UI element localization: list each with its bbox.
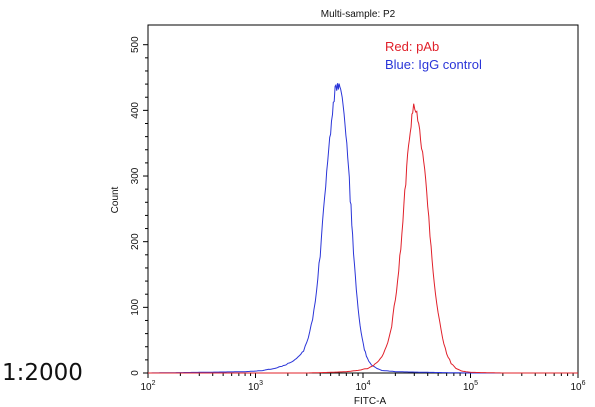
series-line-pab <box>148 103 578 374</box>
y-tick-label: 400 <box>130 102 141 119</box>
legend-label-pab: Red: pAb <box>385 39 439 54</box>
plot-frame <box>147 24 579 374</box>
x-axis: 102 103 104 105 106 <box>140 373 586 393</box>
x-tick-label: 102 <box>140 380 155 393</box>
dilution-label: 1:2000 <box>2 360 83 386</box>
y-axis-label: Count <box>110 186 121 213</box>
y-axis: 0 100 200 300 400 500 <box>130 36 148 376</box>
y-tick-label: 0 <box>130 370 141 376</box>
series-layer <box>148 83 578 374</box>
legend-label-igg: Blue: IgG control <box>385 57 482 72</box>
y-tick-label: 100 <box>130 299 141 316</box>
y-tick-label: 300 <box>130 167 141 184</box>
legend: Red: pAb Blue: IgG control <box>385 39 482 72</box>
y-tick-label: 200 <box>130 233 141 250</box>
x-tick-label: 103 <box>248 380 263 393</box>
x-tick-label: 105 <box>463 380 478 393</box>
x-tick-label: 104 <box>355 380 370 393</box>
x-tick-label: 106 <box>570 380 585 393</box>
y-tick-label: 500 <box>130 36 141 53</box>
x-axis-label: FITC-A <box>354 396 387 407</box>
series-line-igg-control <box>148 83 578 374</box>
chart-title: Multi-sample: P2 <box>321 9 396 20</box>
